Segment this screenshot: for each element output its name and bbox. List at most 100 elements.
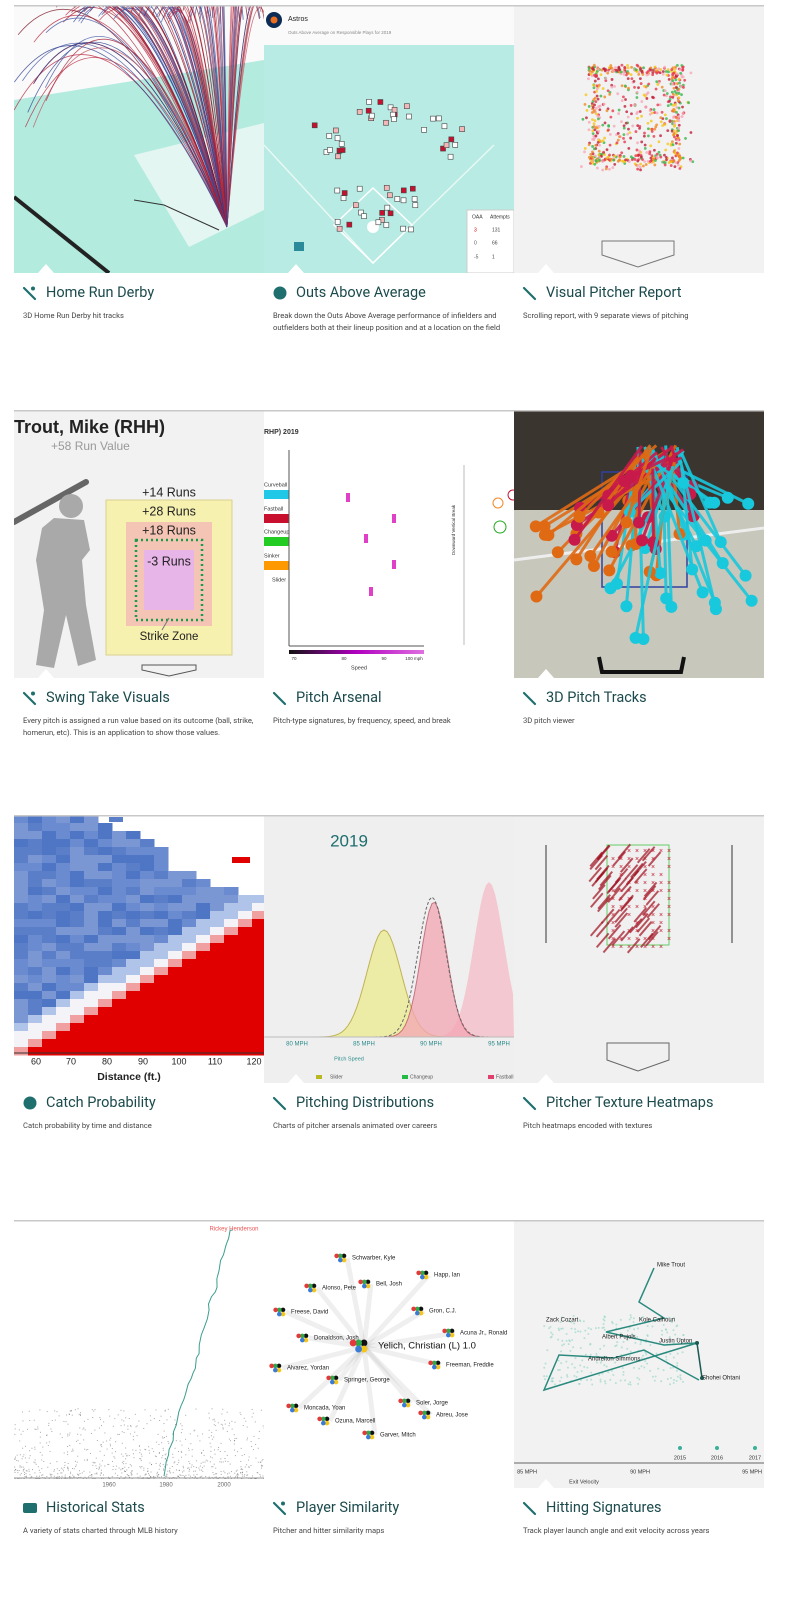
card-title: Historical Stats: [46, 1499, 145, 1516]
pitch-dot: [639, 67, 642, 70]
icon-ball: [24, 1096, 37, 1109]
heat-cell: [84, 871, 99, 880]
thumbnail-label: 1960: [102, 1483, 116, 1488]
heat-cell: [28, 959, 43, 968]
history-dot: [155, 1456, 156, 1457]
heat-cell: [28, 895, 43, 904]
heat-cell: [126, 1031, 141, 1040]
history-dot: [258, 1438, 259, 1439]
pitch-dot: [656, 153, 659, 156]
fielder-square: [341, 196, 346, 201]
launch-dot: [666, 1332, 668, 1334]
pitch-dot: [597, 68, 600, 71]
card-thumbnail[interactable]: [14, 5, 264, 273]
card[interactable]: ××××××××××××××××××××××××××××××××××××××××…: [514, 815, 764, 1215]
heat-cell: [154, 951, 169, 960]
launch-dot: [633, 1328, 635, 1330]
history-dot: [242, 1474, 243, 1475]
pitch-dot: [623, 71, 626, 74]
card-thumbnail[interactable]: RHP) 2019CurveballFastballChangeupSinker…: [264, 410, 514, 678]
heat-cell: [224, 1007, 239, 1016]
history-dot: [160, 1463, 161, 1464]
heat-cell: [196, 1047, 211, 1056]
texture-x: ×: [667, 888, 671, 895]
history-dot: [86, 1449, 87, 1450]
launch-dot: [669, 1353, 671, 1355]
pitch-dot: [638, 127, 641, 130]
fielder-square: [392, 107, 397, 112]
thumbnail-label: 80 MPH: [286, 1042, 308, 1048]
card-thumbnail[interactable]: [514, 5, 764, 273]
history-dot: [262, 1465, 263, 1466]
history-dot: [84, 1449, 85, 1450]
heat-cell: [168, 927, 183, 936]
heat-cell: [98, 983, 113, 992]
history-dot: [252, 1416, 253, 1417]
history-dot: [196, 1460, 197, 1461]
heat-cell: [168, 911, 183, 920]
history-dot: [147, 1468, 148, 1469]
history-dot: [156, 1463, 157, 1464]
history-dot: [214, 1474, 215, 1475]
history-dot: [36, 1476, 37, 1477]
pitch-dot: [674, 165, 677, 168]
history-dot: [235, 1476, 236, 1477]
texture-x: ×: [627, 912, 631, 919]
card-thumbnail[interactable]: [514, 410, 764, 678]
history-dot: [192, 1456, 193, 1457]
top-border: [514, 815, 764, 817]
card[interactable]: Trout, Mike (RHH)+58 Run Value+14 Runs+2…: [14, 410, 264, 810]
pitch-dot: [588, 105, 591, 108]
history-dot: [42, 1455, 43, 1456]
heat-cell: [238, 1007, 253, 1016]
heat-cell: [154, 1039, 169, 1048]
pitch-dot: [653, 135, 656, 138]
card-thumbnail[interactable]: Trout, Mike (RHH)+58 Run Value+14 Runs+2…: [14, 410, 264, 678]
history-dot: [61, 1468, 62, 1469]
history-dot: [248, 1460, 249, 1461]
history-dot: [221, 1424, 222, 1425]
pitch-dot: [588, 66, 591, 69]
history-dot: [60, 1473, 61, 1474]
history-dot: [120, 1469, 121, 1470]
heat-cell: [98, 903, 113, 912]
heat-cell: [224, 903, 239, 912]
history-dot: [163, 1470, 164, 1471]
history-dot: [241, 1448, 242, 1449]
fielder-square: [436, 116, 441, 121]
pitch-swatch: [264, 514, 289, 523]
history-dot: [222, 1409, 223, 1410]
history-dot: [253, 1449, 254, 1450]
heat-cell: [140, 1031, 155, 1040]
heat-cell: [42, 967, 57, 976]
pitch-dot: [627, 116, 630, 119]
history-dot: [249, 1456, 250, 1457]
heat-cell: [140, 871, 155, 880]
heat-cell: [210, 919, 225, 928]
history-dot: [192, 1449, 193, 1450]
history-dot: [200, 1466, 201, 1467]
launch-dot: [652, 1376, 654, 1378]
history-dot: [117, 1475, 118, 1476]
pitch-dot: [617, 112, 620, 115]
heat-cell: [252, 927, 264, 936]
history-dot: [143, 1468, 144, 1469]
thumbnail-label: Fastball: [496, 1074, 514, 1080]
card-thumbnail[interactable]: ××××××××××××××××××××××××××××××××××××××××…: [514, 815, 764, 1083]
